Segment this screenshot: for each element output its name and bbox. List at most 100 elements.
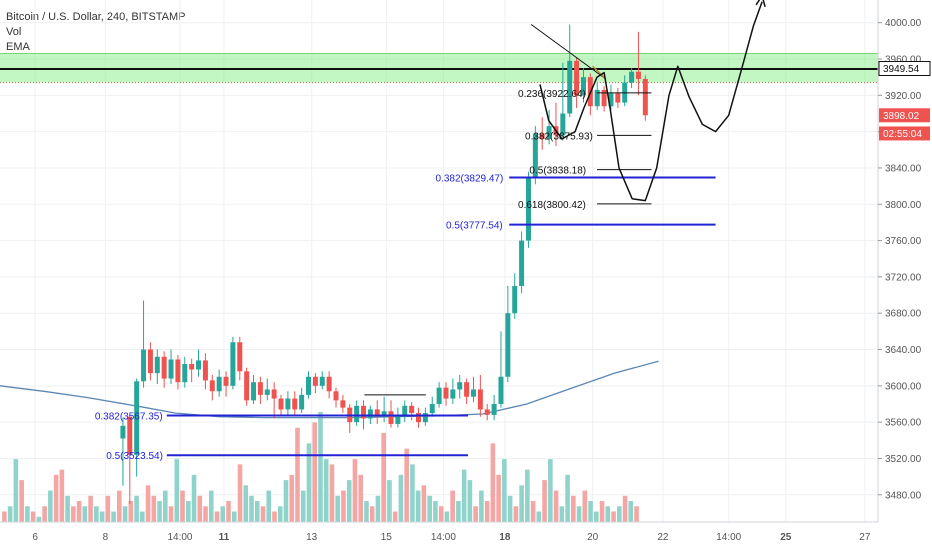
candle-body bbox=[326, 376, 332, 392]
price-tick-label: 3760.00 bbox=[885, 236, 922, 247]
time-axis: 6 8 14:00 11 13 15 14:00 18 20 22 14:00 25 27 bbox=[0, 521, 878, 543]
volume-bar bbox=[461, 469, 467, 522]
fib-level: 0.382(3875.93) bbox=[525, 131, 652, 142]
candle bbox=[134, 378, 140, 477]
volume-bar bbox=[588, 501, 593, 522]
candle bbox=[457, 374, 463, 399]
volume-bar bbox=[479, 490, 484, 522]
candle bbox=[601, 86, 607, 112]
candle-body bbox=[161, 356, 167, 379]
volume-bar bbox=[306, 443, 312, 522]
volume-bar bbox=[30, 511, 36, 522]
candle bbox=[264, 378, 270, 401]
candle-body bbox=[415, 413, 421, 423]
candle-body bbox=[574, 60, 580, 96]
candle-body bbox=[498, 376, 504, 404]
volume-bar bbox=[249, 495, 254, 522]
candle bbox=[615, 88, 621, 109]
volume-bar bbox=[404, 448, 409, 522]
volume-bar bbox=[611, 511, 616, 522]
volume-bar bbox=[295, 427, 300, 522]
candle-body bbox=[257, 382, 263, 395]
ema-indicator-label[interactable]: EMA bbox=[6, 41, 30, 53]
fib-level: 0.5(3838.18) bbox=[529, 166, 652, 177]
price-axis-bg bbox=[878, 0, 932, 550]
volume-bar bbox=[105, 495, 111, 522]
volume-bar bbox=[582, 490, 588, 522]
volume-bar bbox=[536, 511, 542, 522]
candle bbox=[168, 349, 174, 385]
volume-bar bbox=[260, 506, 266, 522]
volume-bar bbox=[318, 412, 323, 522]
price-label: 02:55:04 bbox=[879, 126, 930, 141]
candle bbox=[519, 231, 525, 294]
time-tick-label: 27 bbox=[859, 532, 871, 543]
candle-body bbox=[168, 359, 174, 379]
candle-body bbox=[539, 133, 545, 139]
candle bbox=[409, 402, 415, 421]
time-tick-label: 8 bbox=[103, 532, 109, 543]
fib-label: 0.382(3875.93) bbox=[525, 131, 593, 142]
price-axis: 3480.00 3520.00 3560.00 3600.00 3640.00 3680.… bbox=[877, 0, 932, 550]
volume-bar bbox=[352, 459, 358, 522]
volume-bar bbox=[628, 501, 634, 522]
time-tick-label: 14:00 bbox=[431, 532, 456, 543]
time-tick-label: 15 bbox=[381, 532, 393, 543]
volume-bar bbox=[254, 501, 260, 522]
price-tick-label: 4000.00 bbox=[885, 18, 922, 29]
volume-bar bbox=[410, 464, 415, 522]
volume-bar bbox=[19, 480, 24, 522]
volume-bar bbox=[88, 495, 93, 522]
price-tick-label: 3840.00 bbox=[885, 163, 922, 174]
volume-bar bbox=[220, 506, 226, 522]
candle bbox=[257, 376, 263, 404]
price-label-text: 3898.02 bbox=[883, 111, 920, 122]
volume-bar bbox=[525, 469, 530, 522]
volume-bar bbox=[496, 474, 501, 522]
candle-body bbox=[319, 376, 325, 386]
candle-body bbox=[477, 389, 483, 410]
fib-label: 0.618(3800.42) bbox=[518, 200, 586, 211]
volume-bar bbox=[266, 490, 272, 522]
fib-level: 0.618(3800.42) bbox=[518, 200, 652, 211]
candle bbox=[429, 396, 435, 417]
fib-level: 0.382(3829.47) bbox=[435, 174, 716, 185]
candle-body bbox=[443, 387, 449, 399]
volume-bar bbox=[369, 506, 375, 522]
time-tick-label: 20 bbox=[587, 532, 599, 543]
volume-bar bbox=[76, 501, 82, 522]
volume-bar bbox=[48, 490, 53, 522]
candle-body bbox=[546, 126, 552, 139]
fib-level: 0.5(3777.54) bbox=[446, 221, 716, 232]
volume-bar bbox=[2, 511, 7, 522]
fib-level: 0.382(3567.35) bbox=[95, 411, 468, 422]
volume-bar bbox=[13, 459, 19, 522]
candle-body bbox=[367, 409, 373, 419]
volume-bar bbox=[617, 506, 622, 522]
candle-body bbox=[422, 413, 428, 423]
candle bbox=[223, 371, 229, 397]
candle-body bbox=[264, 389, 270, 395]
volume-bar bbox=[450, 490, 455, 522]
fib-label: 0.5(3777.54) bbox=[446, 221, 503, 232]
candle bbox=[161, 351, 167, 388]
candle bbox=[312, 373, 318, 394]
volume-bar bbox=[502, 459, 507, 522]
candle-body bbox=[120, 425, 126, 439]
volume-bar bbox=[94, 506, 99, 522]
candle-body bbox=[154, 356, 160, 374]
volume-indicator-label[interactable]: Vol bbox=[6, 26, 22, 38]
time-tick-label: 25 bbox=[780, 532, 792, 543]
volume-bar bbox=[346, 480, 352, 522]
candle bbox=[175, 354, 181, 390]
candle-body bbox=[601, 89, 607, 107]
candle-body bbox=[189, 364, 195, 370]
candle bbox=[216, 369, 222, 397]
price-tick-label: 3960.00 bbox=[885, 55, 922, 66]
fib-label: 0.236(3922.64) bbox=[518, 89, 586, 100]
candle bbox=[209, 374, 215, 401]
volume-bar bbox=[99, 511, 105, 522]
candle-body bbox=[642, 78, 648, 116]
candle bbox=[237, 336, 243, 381]
